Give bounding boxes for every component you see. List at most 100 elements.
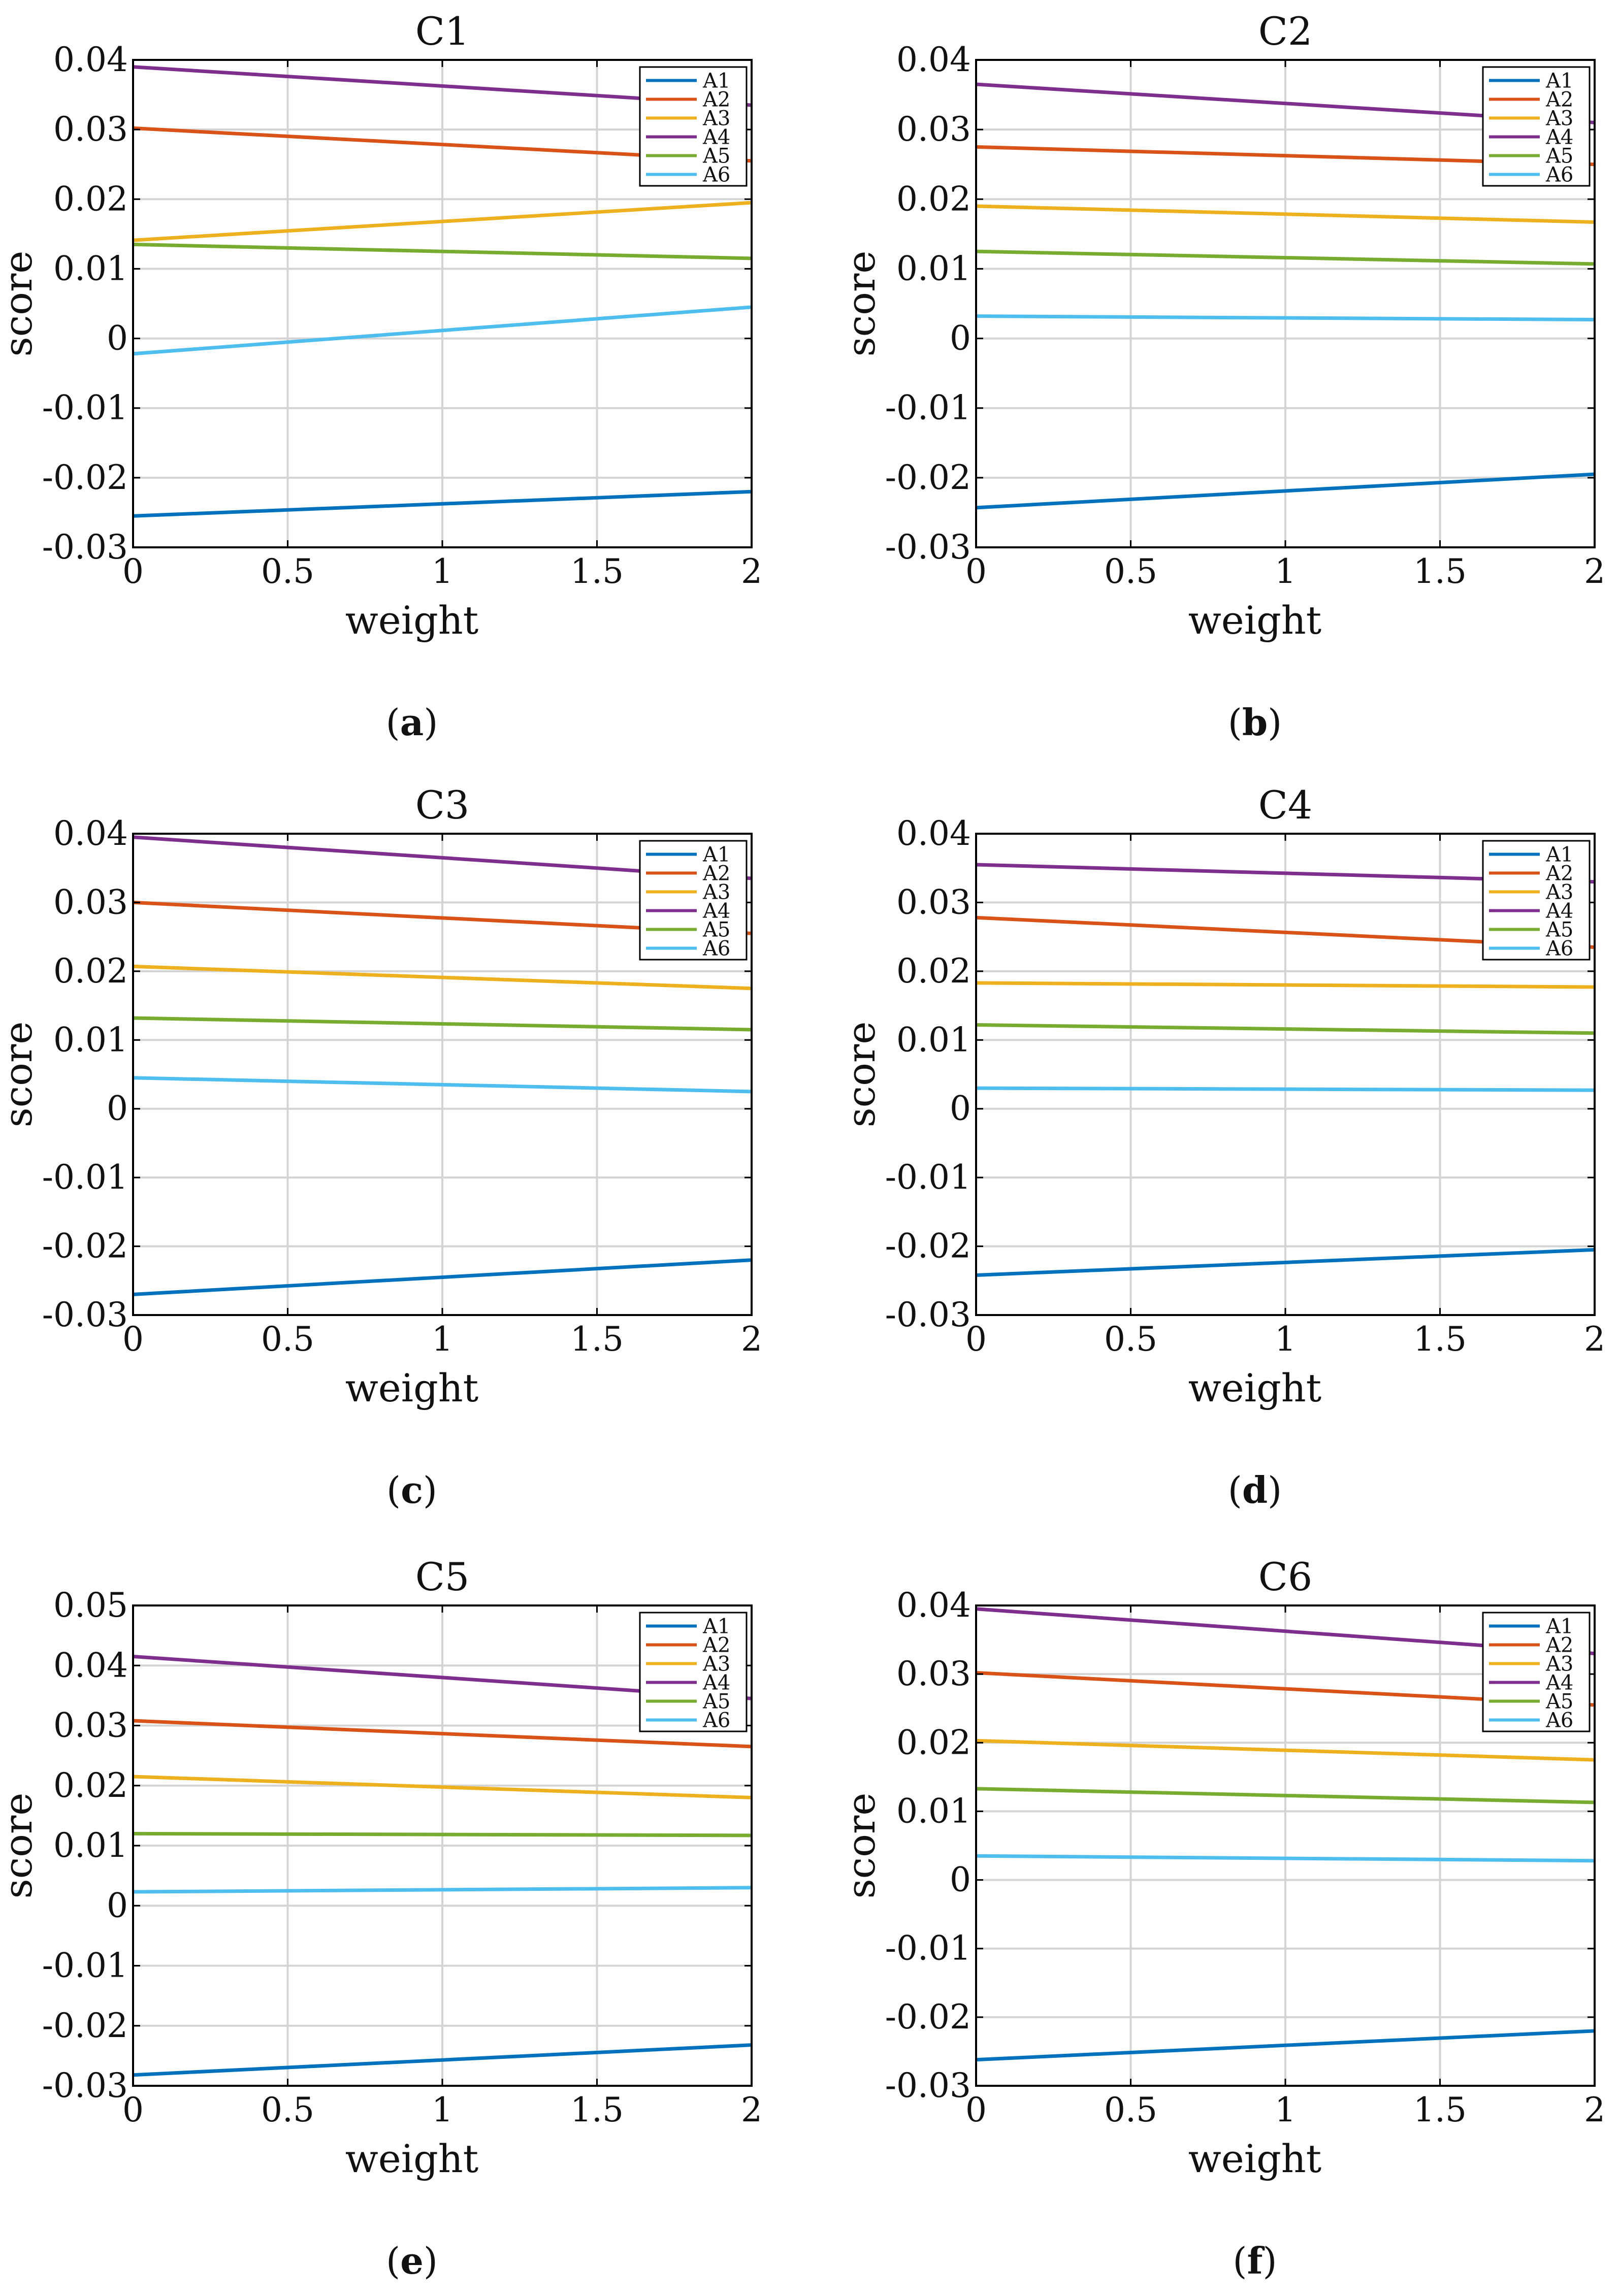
series-line-a6 xyxy=(133,1076,752,1094)
y-tick-label: -0.01 xyxy=(42,1946,128,1985)
y-tick-label: 0.02 xyxy=(896,179,971,218)
y-tick-label: 0.03 xyxy=(53,110,128,149)
series-line-a6 xyxy=(133,1886,752,1894)
x-tick-label: 2 xyxy=(741,1320,762,1359)
series-line-a1 xyxy=(976,1248,1595,1277)
legend-box xyxy=(639,66,748,187)
y-tick-label: 0 xyxy=(950,319,971,358)
chart-title: C2 xyxy=(1258,9,1313,54)
y-tick-label: 0 xyxy=(107,1886,128,1925)
legend-entry-a1: A1 xyxy=(702,70,730,93)
y-tick-label: 0.03 xyxy=(896,110,971,149)
y-tick-label: -0.01 xyxy=(885,388,971,428)
legend-entry-a6: A6 xyxy=(702,937,730,961)
x-tick-label: 1.5 xyxy=(570,1320,624,1359)
legend-entry-a4: A4 xyxy=(1545,126,1573,149)
y-tick-label: -0.02 xyxy=(42,2006,128,2045)
x-tick-label: 0.5 xyxy=(1104,552,1157,591)
x-tick-label: 0 xyxy=(122,2090,144,2129)
legend-box xyxy=(639,1612,748,1732)
legend-entry-a1: A1 xyxy=(702,843,730,867)
tick-marks xyxy=(975,59,1596,548)
y-tick-label: -0.03 xyxy=(885,2066,971,2105)
series-lines xyxy=(976,863,1595,1277)
x-tick-label: 2 xyxy=(1584,1320,1605,1359)
legend-entry-a5: A5 xyxy=(1545,145,1573,168)
y-tick-label: 0.01 xyxy=(896,1020,971,1059)
series-line-a6 xyxy=(976,314,1595,322)
legend-entry-a5: A5 xyxy=(1545,919,1573,942)
chart-title: C1 xyxy=(415,9,470,54)
x-tick-label: 1.5 xyxy=(570,2090,624,2129)
x-tick-label: 1.5 xyxy=(570,552,624,591)
x-tick-label: 2 xyxy=(741,552,762,591)
legend-entry-a5: A5 xyxy=(702,1690,730,1714)
x-axis-label: weight xyxy=(1188,598,1321,643)
chart-panel-c4: 0 0.5 1 1.5 2 -0.03 -0.02 -0.01 0 0.01 0.02 0.03 0.0… xyxy=(838,782,1605,1512)
y-tick-label: 0 xyxy=(950,1860,971,1899)
x-axis-label: weight xyxy=(345,2136,478,2181)
x-tick-label: 0.5 xyxy=(261,552,314,591)
legend-entry-a3: A3 xyxy=(702,1653,730,1676)
chart-panel-c1: 0 0.5 1 1.5 2 -0.03 -0.02 -0.01 0 0.01 0.02 0.03 0.0… xyxy=(0,9,762,744)
y-tick-label: 0.03 xyxy=(896,1654,971,1693)
legend-entry-a3: A3 xyxy=(702,107,730,130)
legend-entry-a5: A5 xyxy=(1545,1690,1573,1714)
legend-entry-a2: A2 xyxy=(702,88,730,112)
legend-box xyxy=(639,840,748,961)
series-line-a6 xyxy=(133,305,752,356)
y-tick-label: 0.04 xyxy=(53,40,128,79)
legend-box xyxy=(1482,66,1591,187)
legend-entry-a1: A1 xyxy=(1545,70,1573,93)
y-axis-label: score xyxy=(838,251,884,357)
x-tick-label: 0 xyxy=(965,2090,987,2129)
y-axis-label: score xyxy=(0,1793,41,1899)
x-axis-label: weight xyxy=(1188,1365,1321,1411)
y-axis-label: score xyxy=(838,1022,884,1128)
x-tick-label: 0.5 xyxy=(261,2090,314,2129)
y-tick-label: 0.04 xyxy=(896,1586,971,1625)
series-line-a3 xyxy=(976,981,1595,989)
y-axis-label: score xyxy=(0,1022,41,1128)
y-tick-label: -0.03 xyxy=(42,1295,128,1334)
y-tick-label: 0.01 xyxy=(896,249,971,288)
legend-entry-a6: A6 xyxy=(1545,163,1573,187)
tick-marks xyxy=(132,59,753,548)
series-line-a6 xyxy=(976,1086,1595,1092)
y-tick-label: 0.04 xyxy=(53,1646,128,1685)
x-tick-label: 0.5 xyxy=(1104,2090,1157,2129)
x-tick-label: 1 xyxy=(432,1320,453,1359)
chart-panel-c3: 0 0.5 1 1.5 2 -0.03 -0.02 -0.01 0 0.01 0.02 0.03 0.0… xyxy=(0,782,762,1512)
chart-title: C6 xyxy=(1258,1554,1313,1599)
x-tick-label: 0 xyxy=(965,1320,987,1359)
series-line-a1 xyxy=(133,489,752,518)
series-line-a2 xyxy=(133,1719,752,1749)
series-line-a6 xyxy=(976,1854,1595,1863)
y-tick-label: 0.03 xyxy=(53,1706,128,1745)
series-line-a3 xyxy=(976,1739,1595,1762)
panel-caption: (c) xyxy=(386,1468,437,1512)
legend-entry-a6: A6 xyxy=(1545,1709,1573,1732)
x-axis-label: weight xyxy=(345,598,478,643)
y-tick-label: 0.04 xyxy=(53,814,128,853)
x-tick-label: 2 xyxy=(1584,552,1605,591)
series-line-a3 xyxy=(133,201,752,242)
x-tick-label: 1.5 xyxy=(1413,1320,1467,1359)
x-tick-label: 2 xyxy=(1584,2090,1605,2129)
y-tick-label: 0 xyxy=(950,1089,971,1128)
x-tick-label: 1 xyxy=(1275,2090,1296,2129)
legend-entry-a1: A1 xyxy=(1545,843,1573,867)
y-tick-label: -0.01 xyxy=(885,1929,971,1968)
legend-box xyxy=(1482,1612,1591,1732)
y-tick-label: -0.03 xyxy=(885,528,971,567)
legend-entry-a2: A2 xyxy=(1545,1634,1573,1657)
legend-entry-a1: A1 xyxy=(1545,1615,1573,1638)
legend-entry-a4: A4 xyxy=(1545,900,1573,923)
panel-caption: (e) xyxy=(386,2239,438,2282)
legend-entry-a3: A3 xyxy=(1545,881,1573,904)
x-tick-label: 1 xyxy=(1275,1320,1296,1359)
y-tick-label: 0.01 xyxy=(53,1020,128,1059)
legend-entry-a6: A6 xyxy=(702,163,730,187)
